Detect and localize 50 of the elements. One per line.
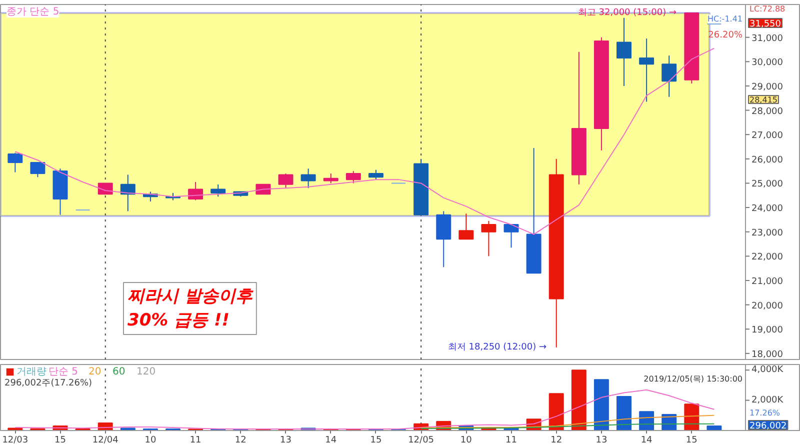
- y-tick-label: 23,000: [752, 228, 784, 238]
- y-tick-label: 25,000: [752, 180, 784, 190]
- y-tick-label: 29,000: [752, 82, 784, 92]
- annotation: 최고 32,000 (15:00) →: [578, 8, 677, 18]
- text: 20: [88, 366, 102, 378]
- x-tick-label: 15: [686, 436, 698, 446]
- x-tick-label: 11: [506, 436, 517, 446]
- y-tick-label: 27,000: [752, 131, 784, 142]
- x-tick-label: 12/03: [2, 436, 28, 446]
- text: 단순 5: [48, 366, 78, 378]
- x-tick-label: 12/04: [92, 436, 119, 446]
- x-tick-label: 13: [280, 436, 292, 446]
- x-tick-label: 15: [370, 436, 382, 446]
- annotation: 찌라시 발송이후 30% 급등 !!: [128, 286, 254, 330]
- text: 296,002주(17.26%): [4, 378, 92, 388]
- y-tick-label: 28,000: [752, 106, 784, 117]
- legend-label: 거래량: [16, 366, 46, 378]
- annotation: HC:-1.41: [708, 14, 743, 24]
- text: 17.26%: [750, 408, 780, 418]
- x-tick-label: 14: [640, 436, 653, 446]
- legend-label: 120: [136, 366, 156, 378]
- annotation: 26.20%: [708, 30, 743, 40]
- y-tick-label: 22,000: [752, 252, 784, 263]
- x-tick-label: 15: [54, 436, 66, 446]
- text: 종가 단순 5: [6, 6, 60, 18]
- x-tick-label: 14: [325, 436, 337, 446]
- x-tick-label: 13: [596, 436, 608, 446]
- x-tick-label: 10: [460, 436, 472, 446]
- x-tick-label: 10: [144, 436, 156, 446]
- y-tick-label: 24,000: [752, 204, 784, 214]
- y-tick-label: 30,000: [752, 58, 784, 68]
- x-tick-label: 12: [234, 436, 246, 446]
- text: LC:72.88: [750, 4, 786, 14]
- annotation: 최저 18,250 (12:00) →: [448, 342, 547, 352]
- text: 296,002: [750, 422, 787, 432]
- text: 60: [112, 366, 126, 378]
- y-tick-label: 18,000: [752, 350, 784, 360]
- text: 28,415: [750, 96, 778, 104]
- y-tick-label: 4,000K: [752, 365, 784, 376]
- y-tick-label: 21,000: [752, 276, 784, 287]
- x-tick-label: 12/05: [408, 436, 434, 446]
- y-tick-label: 2,000K: [752, 395, 784, 406]
- x-tick-label: 11: [190, 436, 202, 446]
- annotation: 2019/12/05(목) 15:30:00: [644, 374, 743, 384]
- y-tick-label: 31,000: [752, 34, 784, 44]
- y-tick-label: 20,000: [752, 301, 784, 312]
- text: 31,550: [750, 20, 782, 30]
- y-tick-label: 19,000: [752, 326, 784, 336]
- y-tick-label: 26,000: [752, 155, 784, 166]
- x-tick-label: 12: [550, 436, 562, 446]
